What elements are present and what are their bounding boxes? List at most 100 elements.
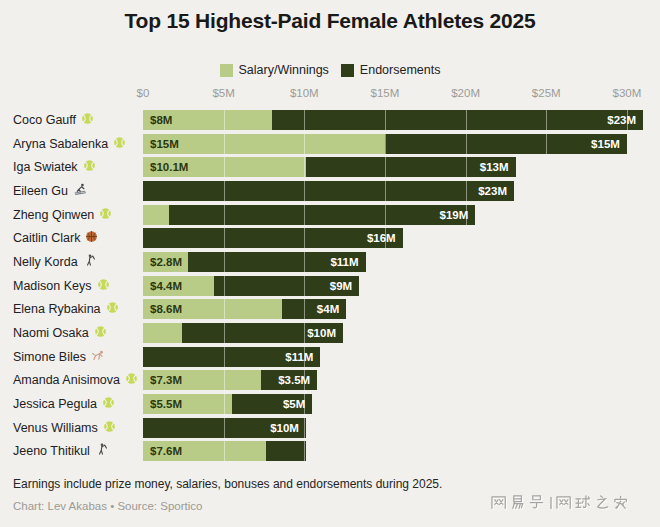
salary-bar: $7.3M <box>143 370 261 390</box>
tennis-icon <box>81 112 94 128</box>
endorsements-bar <box>266 441 306 461</box>
athlete-label: Venus Williams <box>13 418 116 438</box>
endorsements-bar: $16M <box>143 228 403 248</box>
chart-title: Top 15 Highest-Paid Female Athletes 2025 <box>0 9 660 33</box>
endorsements-bar: $9M <box>214 276 359 296</box>
gridline <box>546 134 547 154</box>
salary-bar: $5.5M <box>143 394 232 414</box>
salary-swatch <box>220 64 233 77</box>
axis-tick: $5M <box>212 87 234 99</box>
axis-tick: $20M <box>451 87 480 99</box>
salary-value: $8.6M <box>143 303 182 315</box>
athlete-name: Jeeno Thitikul <box>13 444 90 458</box>
gridline <box>304 110 305 130</box>
gridline <box>224 252 225 272</box>
athlete-name: Elena Rybakina <box>13 302 101 316</box>
gridline <box>224 323 225 343</box>
endorsements-bar: $5M <box>232 394 313 414</box>
endorsements-value: $4M <box>317 303 346 315</box>
chart-page: Top 15 Highest-Paid Female Athletes 2025… <box>0 0 660 527</box>
golf-icon <box>95 443 108 459</box>
tennis-icon <box>106 301 119 317</box>
gridline <box>304 441 305 461</box>
gridline <box>224 276 225 296</box>
salary-value: $5.5M <box>143 398 182 410</box>
athlete-label: Caitlin Clark <box>13 228 98 248</box>
gridline <box>224 441 225 461</box>
endorsements-value: $23M <box>478 185 514 197</box>
gridline <box>304 228 305 248</box>
gridline <box>304 205 305 225</box>
athlete-label: Eileen Gu <box>13 181 87 201</box>
salary-value: $10.1M <box>143 161 188 173</box>
endorsements-value: $10M <box>307 327 343 339</box>
gridline <box>466 110 467 130</box>
gridline <box>304 252 305 272</box>
athlete-name: Aryna Sabalenka <box>13 137 108 151</box>
athlete-label: Coco Gauff <box>13 110 94 130</box>
salary-bar <box>143 323 182 343</box>
gridline <box>224 157 225 177</box>
endorsements-bar: $13M <box>306 157 516 177</box>
athlete-label: Simone Biles <box>13 347 104 367</box>
athlete-label: Naomi Osaka <box>13 323 107 343</box>
athlete-label: Jessica Pegula <box>13 394 115 414</box>
endorsements-bar: $4M <box>282 299 347 319</box>
athlete-label: Jeeno Thitikul <box>13 441 108 461</box>
tennis-icon <box>102 396 115 412</box>
salary-bar: $8M <box>143 110 272 130</box>
gridline <box>224 110 225 130</box>
gridline <box>224 205 225 225</box>
tennis-icon <box>97 278 110 294</box>
gridline <box>385 157 386 177</box>
athlete-label: Iga Swiatek <box>13 157 96 177</box>
gridline <box>385 205 386 225</box>
tennis-icon <box>113 136 126 152</box>
endorsements-value: $23M <box>607 114 643 126</box>
athlete-label: Aryna Sabalenka <box>13 134 126 154</box>
endorsements-value: $16M <box>367 232 403 244</box>
gridline <box>224 228 225 248</box>
endorsements-value: $11M <box>285 351 320 363</box>
watermark <box>491 492 649 518</box>
gridline <box>304 181 305 201</box>
gridline <box>224 418 225 438</box>
tennis-icon <box>94 325 107 341</box>
salary-value: $7.6M <box>143 445 182 457</box>
gridline <box>385 110 386 130</box>
salary-bar: $15M <box>143 134 385 154</box>
gridline <box>466 157 467 177</box>
gridline <box>385 134 386 154</box>
athlete-name: Iga Swiatek <box>13 160 78 174</box>
basketball-icon <box>85 230 98 246</box>
athlete-name: Zheng Qinwen <box>13 208 94 222</box>
athlete-name: Naomi Osaka <box>13 326 89 340</box>
legend-item-endorsements: Endorsements <box>341 63 441 77</box>
gridline <box>224 299 225 319</box>
ski-icon <box>73 183 87 199</box>
gridline <box>546 110 547 130</box>
endorsements-value: $9M <box>330 280 359 292</box>
axis-tick: $0 <box>137 87 150 99</box>
salary-bar <box>143 205 169 225</box>
endorsements-bar: $23M <box>272 110 643 130</box>
gridline <box>466 134 467 154</box>
salary-value: $2.8M <box>143 256 182 268</box>
endorsements-value: $3.5M <box>278 374 317 386</box>
tennis-icon <box>125 372 138 388</box>
axis-tick: $25M <box>532 87 561 99</box>
athlete-name: Nelly Korda <box>13 255 78 269</box>
axis-tick: $15M <box>371 87 400 99</box>
athlete-name: Jessica Pegula <box>13 397 97 411</box>
gridline <box>224 134 225 154</box>
athlete-name: Amanda Anisimova <box>13 373 120 387</box>
endorsements-bar: $19M <box>169 205 475 225</box>
endorsements-value: $11M <box>330 256 365 268</box>
gridline <box>224 394 225 414</box>
athlete-name: Simone Biles <box>13 350 86 364</box>
athlete-name: Coco Gauff <box>13 113 76 127</box>
gridline <box>224 347 225 367</box>
gridline <box>304 323 305 343</box>
salary-value: $7.3M <box>143 374 182 386</box>
axis-tick: $10M <box>290 87 319 99</box>
